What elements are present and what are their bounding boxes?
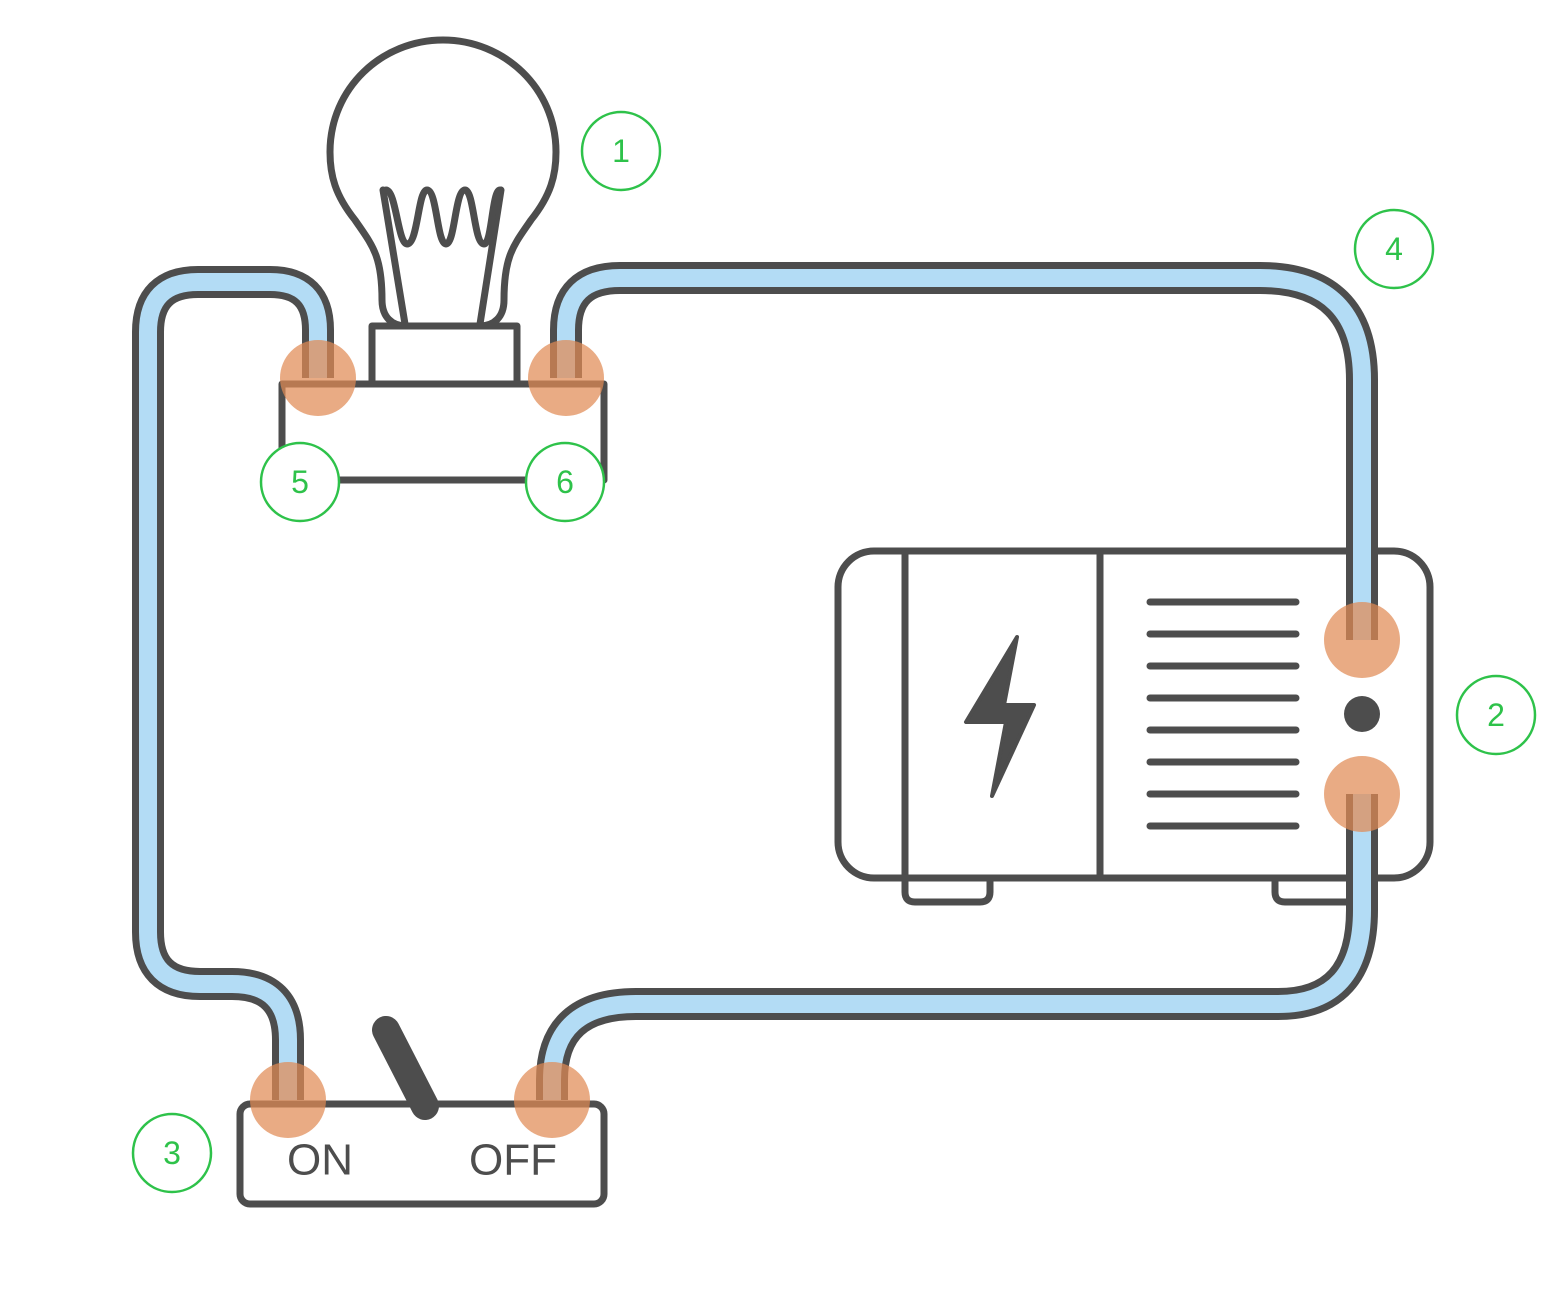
bulb-holder bbox=[278, 380, 608, 484]
wire-bulb-to-switch bbox=[132, 266, 334, 1100]
lightning-bolt-icon bbox=[964, 635, 1036, 798]
svg-text:3: 3 bbox=[163, 1135, 181, 1171]
node-switch-left bbox=[250, 1062, 326, 1138]
light-bulb-icon bbox=[326, 36, 560, 388]
switch-lever bbox=[372, 1016, 439, 1120]
svg-text:1: 1 bbox=[612, 133, 630, 169]
toggle-switch-icon bbox=[236, 1016, 608, 1208]
node-bulb-left bbox=[280, 340, 356, 416]
svg-text:6: 6 bbox=[556, 464, 574, 500]
battery-icon bbox=[834, 547, 1434, 906]
switch-on-label: ON bbox=[287, 1136, 353, 1185]
node-bulb-right bbox=[528, 340, 604, 416]
battery-vent-lines bbox=[1146, 598, 1300, 830]
svg-text:5: 5 bbox=[291, 464, 309, 500]
battery-indicator-dot bbox=[1344, 696, 1380, 732]
node-battery-top bbox=[1324, 602, 1400, 678]
callout-5: 5 bbox=[259, 441, 341, 523]
switch-off-label: OFF bbox=[469, 1136, 557, 1185]
callout-1: 1 bbox=[580, 110, 662, 192]
wire-battery-to-bulb bbox=[550, 262, 1378, 640]
callout-2: 2 bbox=[1455, 674, 1537, 756]
callout-3: 3 bbox=[131, 1112, 213, 1194]
node-switch-right bbox=[514, 1062, 590, 1138]
connection-nodes bbox=[250, 340, 1400, 1138]
wire-switch-to-battery bbox=[536, 794, 1378, 1100]
callout-4: 4 bbox=[1353, 208, 1435, 290]
callout-6: 6 bbox=[524, 441, 606, 523]
svg-text:2: 2 bbox=[1487, 697, 1505, 733]
svg-text:4: 4 bbox=[1385, 231, 1403, 267]
node-battery-bottom bbox=[1324, 756, 1400, 832]
